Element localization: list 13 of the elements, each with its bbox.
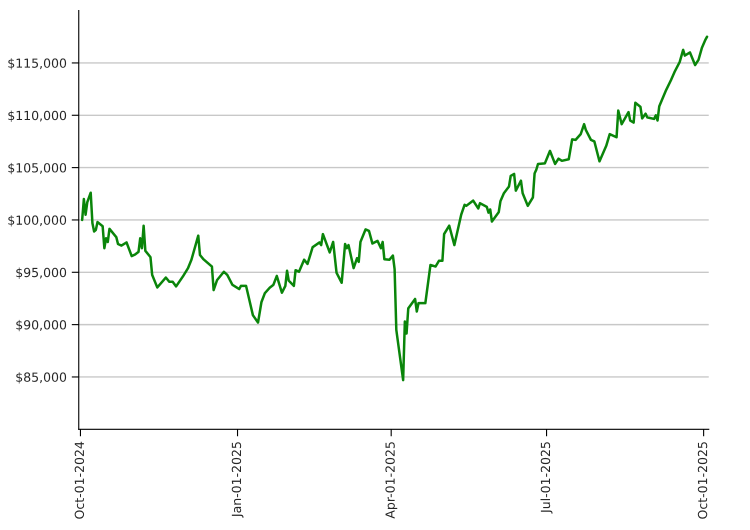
x-tick-label: Oct-01-2025 <box>698 442 708 519</box>
line-series <box>80 36 708 382</box>
x-tick-label: Jan-01-2025 <box>232 442 244 518</box>
y-tick-label: $105,000 <box>8 162 66 174</box>
y-tick-label: $95,000 <box>16 268 66 279</box>
x-tick-label: Jul-01-2025 <box>540 442 553 514</box>
y-tick-label: $90,000 <box>16 320 66 332</box>
y-tick-label: $110,000 <box>8 110 66 122</box>
x-tick-label: Apr-01-2025 <box>385 442 398 519</box>
y-tick-label: $85,000 <box>16 372 66 384</box>
y-tick-label: $100,000 <box>8 215 66 227</box>
x-tick-label: Oct-01-2024 <box>74 442 84 519</box>
y-tick-label: $115,000 <box>8 58 66 70</box>
